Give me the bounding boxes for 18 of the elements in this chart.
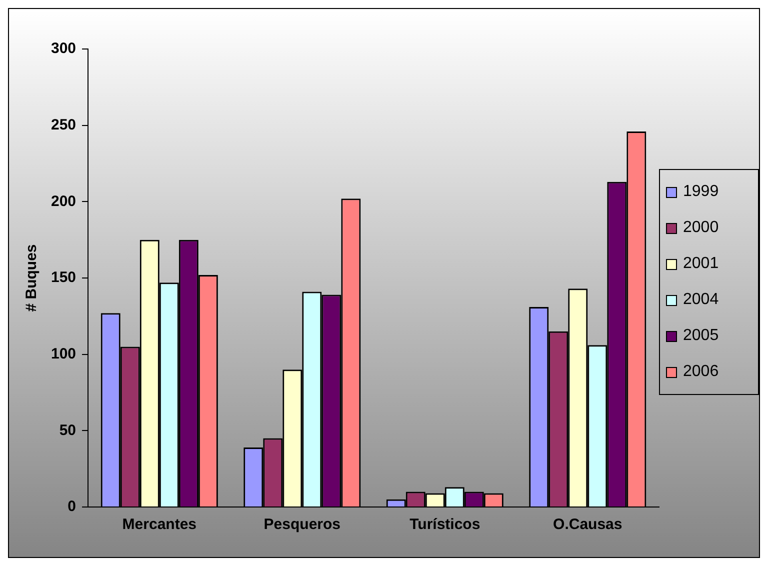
x-tick-label: Pesqueros [264, 516, 340, 534]
y-tick-label: 50 [59, 422, 76, 439]
y-tick-label: 200 [50, 192, 76, 210]
x-tick-label: Turísticos [410, 516, 480, 534]
legend-label: 1999 [683, 183, 719, 201]
y-tick-label: 250 [50, 116, 76, 134]
y-tick-label: 100 [50, 345, 76, 362]
legend-label: 2000 [683, 219, 719, 237]
legend-label: 2005 [683, 327, 719, 345]
legend-label: 2004 [683, 291, 719, 309]
y-tick-label: 0 [68, 498, 76, 516]
x-tick-label: O.Causas [553, 516, 622, 534]
y-axis-title: # Buques [23, 244, 40, 312]
x-tick-label: Mercantes [122, 516, 196, 534]
y-tick-label: 300 [50, 40, 76, 58]
text: 2006 [683, 363, 719, 381]
legend-label: 2001 [683, 255, 719, 273]
y-tick-label: 150 [50, 269, 76, 286]
